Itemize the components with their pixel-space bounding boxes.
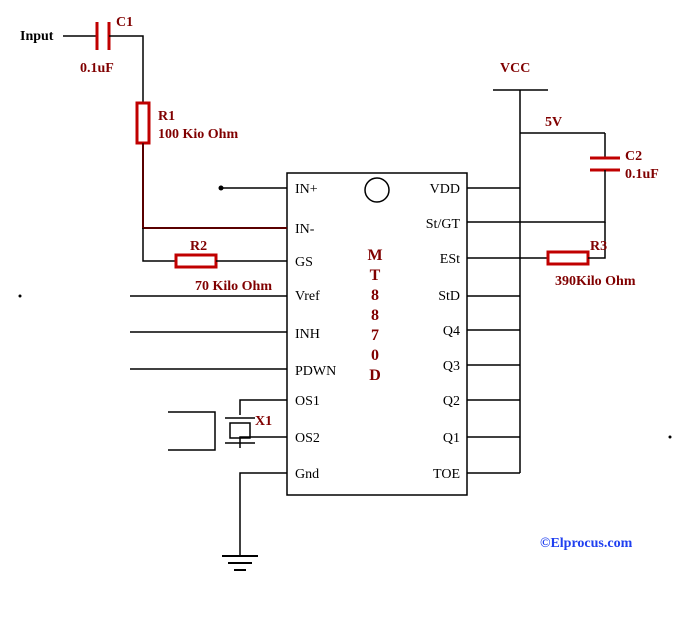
ground-symbol — [222, 556, 258, 570]
pin-q3: Q3 — [443, 359, 460, 374]
pin-pdwn: PDWN — [295, 364, 336, 379]
schematic-diagram: IN+ IN- GS Vref INH PDWN OS1 OS2 Gnd VDD… — [0, 0, 687, 618]
wire-c2-stgt — [520, 170, 605, 222]
pin-vref: Vref — [295, 289, 320, 304]
vcc-label: VCC — [500, 61, 530, 76]
input-label: Input — [20, 29, 54, 44]
r2-value: 70 Kilo Ohm — [195, 279, 272, 294]
resistor-r3 — [548, 252, 588, 264]
pin-os2: OS2 — [295, 431, 320, 446]
pin-toe: TOE — [433, 467, 460, 482]
c1-name: C1 — [116, 15, 133, 30]
pin-gnd: Gnd — [295, 467, 319, 482]
svg-text:D: D — [369, 367, 381, 384]
pin-std: StD — [438, 289, 460, 304]
v5-label: 5V — [545, 115, 562, 130]
svg-text:7: 7 — [371, 327, 379, 344]
wire-r1-inminus — [143, 143, 287, 228]
capacitor-c1 — [97, 22, 109, 50]
wire-node-r2 — [143, 228, 176, 261]
r3-name: R3 — [590, 239, 607, 254]
pin-in-minus: IN- — [295, 222, 315, 237]
pin-inh: INH — [295, 327, 320, 342]
pin-in-plus: IN+ — [295, 182, 318, 197]
svg-text:8: 8 — [371, 307, 379, 324]
svg-text:0: 0 — [371, 347, 379, 364]
pin-q1: Q1 — [443, 431, 460, 446]
pin-vdd: VDD — [430, 182, 460, 197]
resistor-r1 — [137, 103, 149, 143]
r1-name: R1 — [158, 109, 175, 124]
x1-bracket — [168, 412, 215, 450]
wire-c1-r1 — [109, 36, 143, 103]
pin-stgt: St/GT — [426, 217, 461, 232]
pin-est: ESt — [440, 252, 460, 267]
chip-name: M T 8 8 7 0 D — [367, 247, 382, 384]
wire-gnd — [240, 473, 287, 556]
pin-q4: Q4 — [443, 324, 460, 339]
x1-name: X1 — [255, 414, 272, 429]
capacitor-c2 — [590, 158, 620, 170]
c2-name: C2 — [625, 149, 642, 164]
chip-notch — [365, 178, 389, 202]
r1-value: 100 Kio Ohm — [158, 127, 238, 142]
credit-text: ©Elprocus.com — [540, 536, 633, 551]
svg-text:T: T — [370, 267, 381, 284]
c1-value: 0.1uF — [80, 61, 114, 76]
pin-os1: OS1 — [295, 394, 320, 409]
svg-text:M: M — [367, 247, 382, 264]
wire-os1-x1 — [240, 400, 287, 415]
r2-name: R2 — [190, 239, 207, 254]
resistor-r2 — [176, 255, 216, 267]
c2-value: 0.1uF — [625, 167, 659, 182]
svg-text:8: 8 — [371, 287, 379, 304]
pin-q2: Q2 — [443, 394, 460, 409]
r3-value: 390Kilo Ohm — [555, 274, 636, 289]
pin-gs: GS — [295, 255, 313, 270]
